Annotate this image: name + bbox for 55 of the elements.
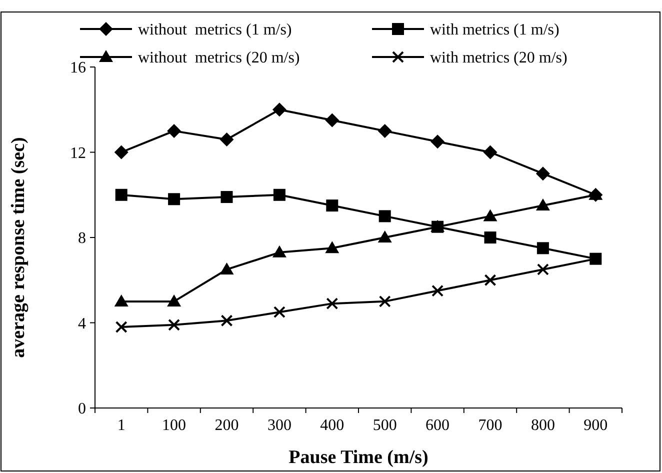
x-tick-label: 500	[372, 417, 397, 434]
point	[272, 102, 286, 117]
x-tick-label: 1	[117, 417, 126, 434]
x-tick-label: 400	[320, 417, 344, 434]
point	[326, 200, 338, 212]
x-axis-title: Pause Time (m/s)	[288, 447, 428, 468]
point	[167, 294, 182, 306]
point	[536, 242, 549, 254]
legend-label: without metrics (1 m/s)	[138, 22, 292, 39]
point	[378, 230, 392, 242]
point	[484, 232, 496, 244]
legend-label: with metrics (1 m/s)	[430, 22, 560, 39]
y-tick-label: 4	[78, 315, 86, 332]
point	[168, 318, 180, 331]
y-tick-label: 12	[70, 144, 86, 162]
point	[325, 241, 340, 254]
legend-label: with metrics (20 m/s)	[430, 50, 568, 67]
point	[220, 191, 233, 204]
point	[483, 209, 498, 222]
y-tick-label: 8	[78, 230, 86, 248]
x-tick-label: 800	[530, 417, 555, 434]
point	[378, 210, 391, 222]
point	[168, 193, 180, 206]
x-tick-label: 900	[584, 417, 608, 434]
point	[326, 298, 338, 310]
x-tick-label: 300	[267, 417, 292, 434]
point	[115, 188, 128, 201]
point	[378, 124, 392, 138]
point	[115, 321, 128, 334]
point	[484, 274, 496, 286]
point	[272, 245, 286, 258]
point	[432, 284, 444, 297]
point	[273, 306, 286, 318]
point	[114, 145, 128, 160]
legend-label: without metrics (20 m/s)	[138, 50, 300, 67]
point	[167, 124, 182, 138]
x-tick-label: 100	[162, 417, 186, 434]
point	[483, 145, 498, 160]
point	[536, 198, 550, 211]
point	[220, 314, 233, 327]
point	[273, 188, 286, 201]
x-tick-label: 200	[214, 417, 239, 434]
point	[378, 295, 391, 308]
y-tick-label: 0	[78, 400, 86, 418]
y-axis-title: average response time (sec)	[8, 137, 29, 358]
x-tick-label: 600	[426, 417, 450, 434]
point	[536, 263, 549, 276]
point	[430, 134, 445, 149]
point	[220, 132, 234, 146]
point	[325, 113, 340, 128]
x-tick-label: 700	[478, 417, 502, 434]
point	[536, 166, 550, 181]
point	[220, 262, 234, 274]
y-tick-label: 16	[70, 60, 86, 77]
point	[114, 294, 128, 306]
